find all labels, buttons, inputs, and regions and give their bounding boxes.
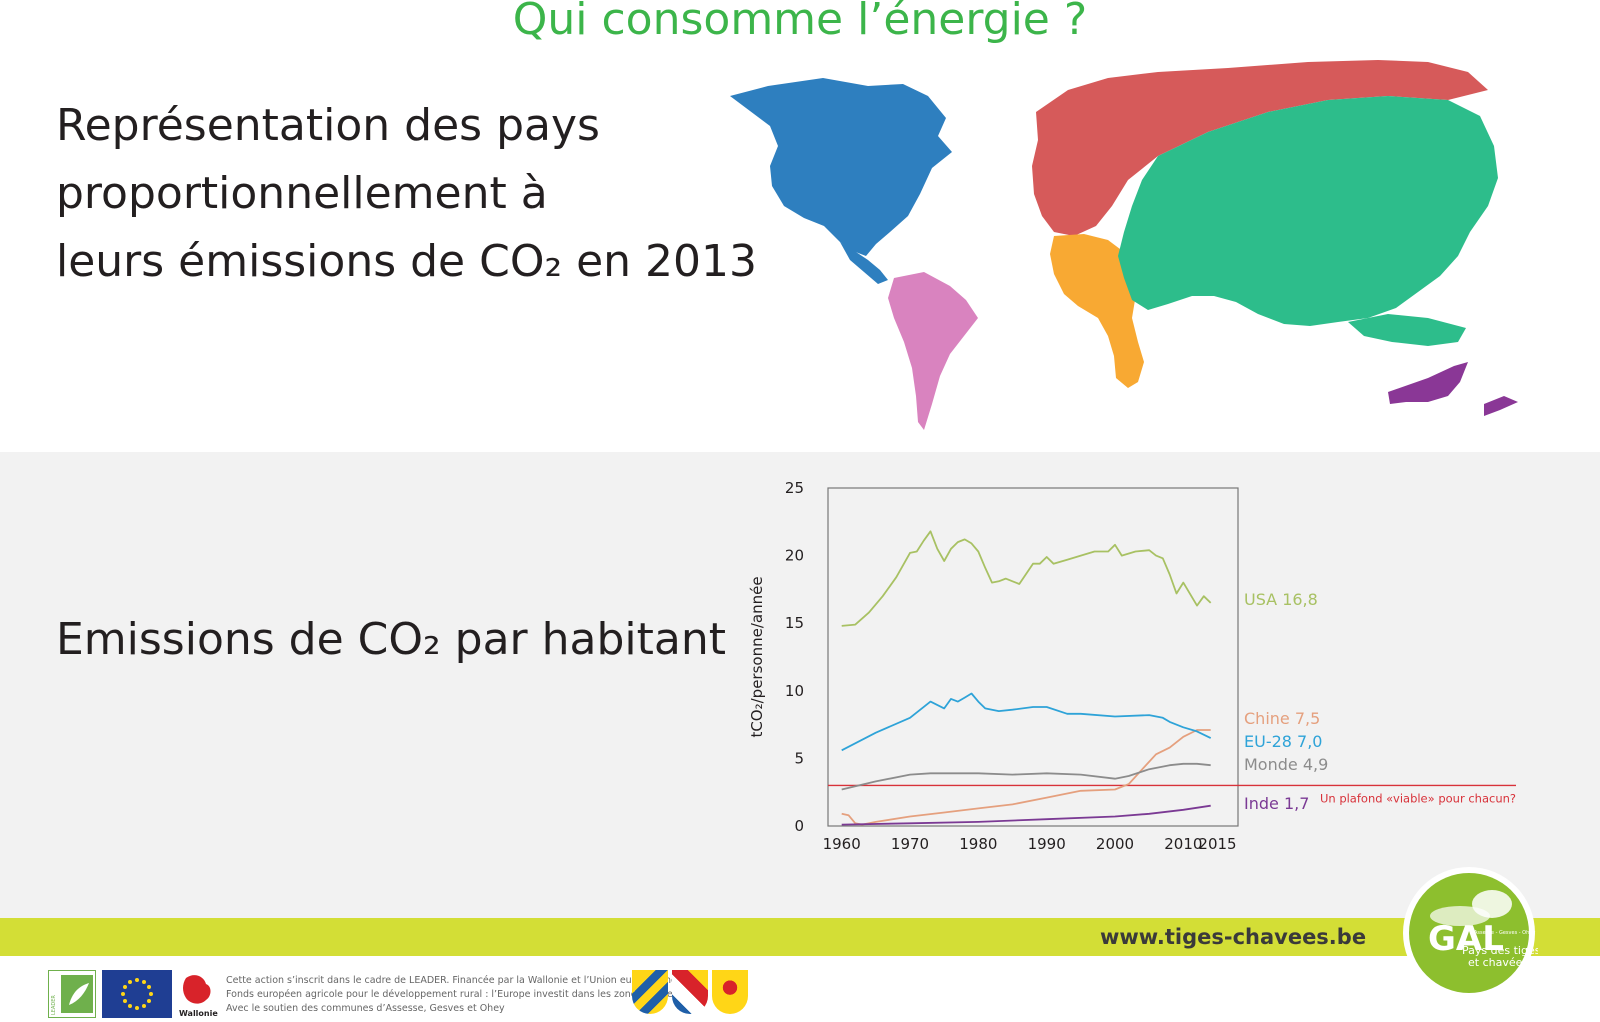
map-title-line-3: leurs émissions de CO₂ en 2013 [56, 236, 758, 287]
map-section-title: Représentation des pays proportionnellem… [56, 92, 757, 296]
y-tick-label: 15 [785, 614, 804, 632]
y-tick-label: 25 [785, 479, 804, 497]
gal-logo-communes: Assesse - Gesves - Ohey [1474, 930, 1535, 936]
map-title-line-1: Représentation des pays [56, 100, 600, 151]
series-line-0 [841, 530, 1212, 627]
series-line-4 [841, 804, 1211, 826]
x-tick-label: 1970 [891, 835, 929, 853]
commune-crests [632, 970, 748, 1014]
gal-logo-big: GAL [1428, 919, 1504, 959]
series-label-2: EU-28 7,0 [1244, 732, 1322, 751]
x-tick-label: 2000 [1096, 835, 1134, 853]
funding-line-2: Fonds européen agricole pour le développ… [226, 989, 681, 1000]
page-title: Qui consomme l’énergie ? [512, 0, 1088, 45]
x-tick-label: 2015 [1198, 835, 1236, 853]
series-label-4: Inde 1,7 [1244, 794, 1309, 813]
y-tick-label: 5 [794, 749, 804, 767]
co2-cartogram-map [730, 60, 1518, 430]
threshold-label: Un plafond «viable» pour chacun? [1320, 791, 1516, 805]
rooster-icon: Wallonie [179, 975, 218, 1018]
footer-area [0, 956, 1600, 1018]
funding-notice: Cette action s’inscrit dans le cadre de … [226, 974, 681, 1016]
series-line-3 [841, 762, 1211, 791]
chart-section-background [0, 452, 1600, 918]
crest-assesse [632, 970, 668, 1014]
x-tick-label: 1960 [823, 835, 861, 853]
region-asia [1118, 96, 1498, 326]
footer-band [0, 918, 1600, 956]
region-europe-russia [1032, 60, 1488, 236]
gal-logo-small: Pays des tiges [1462, 944, 1538, 957]
region-south-america [888, 272, 978, 430]
x-tick-label: 2010 [1164, 835, 1202, 853]
partner-logos: LEADER Wallonie [48, 970, 218, 1018]
region-oceania [1388, 362, 1468, 404]
x-tick-label: 1980 [959, 835, 997, 853]
svg-text:Wallonie: Wallonie [179, 1009, 218, 1018]
y-tick-label: 10 [785, 682, 804, 700]
gal-logo-hill-icon [1430, 906, 1490, 926]
crest-ohey [712, 970, 748, 1014]
eu-stars-icon [121, 978, 153, 1010]
y-axis-label: tCO₂/personne/année [748, 576, 766, 737]
series-label-1: Chine 7,5 [1244, 709, 1320, 728]
svg-text:LEADER: LEADER [51, 995, 57, 1015]
eu-flag-logo [102, 970, 172, 1018]
region-central-america [840, 242, 888, 284]
region-north-america [730, 78, 952, 256]
series-label-3: Monde 4,9 [1244, 755, 1328, 774]
x-tick-label: 1990 [1028, 835, 1066, 853]
series-line-2 [841, 692, 1212, 752]
chart-section-title: Emissions de CO₂ par habitant [56, 606, 726, 674]
wallonie-logo: Wallonie [178, 970, 218, 1018]
co2-per-capita-chart: tCO₂/personne/année 0 5 10 15 20 25 1960 1970 1… [748, 479, 1516, 853]
leader-leaf-icon: LEADER [51, 975, 93, 1015]
leader-logo: LEADER [48, 970, 96, 1018]
region-new-zealand [1484, 396, 1518, 416]
plot-frame [827, 487, 1239, 827]
map-title-line-2: proportionnellement à [56, 168, 548, 219]
website-url[interactable]: www.tiges-chavees.be [1100, 925, 1367, 949]
series-label-0: USA 16,8 [1244, 590, 1318, 609]
funding-line-1: Cette action s’inscrit dans le cadre de … [226, 975, 680, 986]
chart-title-line: Emissions de CO₂ par habitant [56, 614, 726, 665]
gal-logo: GAL Assesse - Gesves - Ohey Pays des tig… [1403, 867, 1538, 999]
funding-line-3: Avec le soutien des communes d’Assesse, … [226, 1003, 505, 1014]
region-southeast-asia [1348, 314, 1466, 346]
region-africa-middle-east [1050, 234, 1144, 388]
y-tick-label: 0 [794, 817, 804, 835]
crest-gesves [672, 970, 708, 1014]
gal-logo-small2: et chavées [1468, 956, 1528, 969]
y-tick-label: 20 [785, 547, 804, 565]
